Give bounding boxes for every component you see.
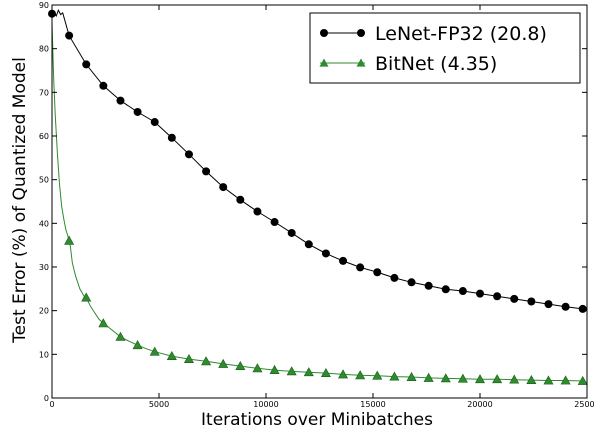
x-tick-label-0: 0 <box>49 400 54 409</box>
series-1-point-0 <box>64 235 75 245</box>
legend-label-1: BitNet (4.35) <box>375 53 497 75</box>
y-tick-label-2: 20 <box>39 307 49 316</box>
series-1-point-30 <box>577 375 588 385</box>
series-1-point-11 <box>252 363 263 373</box>
series-0-point-3 <box>99 81 108 90</box>
series-0-point-22 <box>424 281 433 290</box>
series-1-point-22 <box>440 373 451 383</box>
series-0-point-5 <box>133 107 142 116</box>
series-1-point-9 <box>218 358 229 368</box>
series-0-point-15 <box>304 240 313 249</box>
series-0-point-6 <box>150 118 159 127</box>
series-1-point-26 <box>509 374 520 384</box>
series-1-point-20 <box>406 371 417 381</box>
series-0-point-8 <box>184 150 193 159</box>
series-1-point-3 <box>115 331 126 341</box>
legend-label-0: LeNet-FP32 (20.8) <box>375 23 547 45</box>
y-tick-label-7: 70 <box>39 88 49 97</box>
series-1-point-10 <box>235 361 246 371</box>
series-0-point-4 <box>116 96 125 105</box>
series-1-point-18 <box>372 370 383 380</box>
x-axis-title: Iterations over Minibatches <box>201 410 433 430</box>
series-0-point-11 <box>236 195 245 204</box>
series-1-point-28 <box>543 375 554 385</box>
series-1-point-4 <box>132 340 143 350</box>
series-0-point-10 <box>219 183 228 192</box>
plot-frame <box>51 4 588 399</box>
series-0-point-20 <box>390 273 399 282</box>
y-tick-label-5: 50 <box>39 176 49 185</box>
series-0-point-17 <box>339 256 348 265</box>
series-0-point-23 <box>441 285 450 294</box>
legend-marker-1-1 <box>356 58 366 67</box>
y-axis-title: Test Error (%) of Quantized Model <box>10 57 30 344</box>
y-tick-label-3: 30 <box>39 263 49 272</box>
series-1-point-23 <box>457 373 468 383</box>
series-0-point-25 <box>476 289 484 298</box>
series-1-point-6 <box>166 350 177 360</box>
series-1-point-16 <box>338 369 349 379</box>
series-0-point-12 <box>253 207 262 216</box>
y-tick-label-6: 60 <box>39 132 49 141</box>
series-0-point-13 <box>270 218 279 227</box>
series-line-1 <box>51 22 583 382</box>
series-0-point-24 <box>458 287 467 296</box>
series-1-point-27 <box>526 374 537 384</box>
series-1-point-25 <box>492 374 503 384</box>
series-0-point-30 <box>561 302 570 311</box>
series-1-point-17 <box>355 370 366 380</box>
x-tick-label-2: 10000 <box>253 400 278 409</box>
series-0-point-2 <box>82 60 91 69</box>
series-1-point-29 <box>560 375 571 385</box>
series-1-point-2 <box>98 318 109 328</box>
x-tick-label-4: 20000 <box>467 400 492 409</box>
series-1-point-19 <box>389 371 400 381</box>
plot-area <box>48 4 588 399</box>
series-0-point-1 <box>65 31 74 40</box>
series-0-point-7 <box>167 133 176 142</box>
y-tick-label-9: 90 <box>39 1 49 10</box>
series-0-point-21 <box>407 278 416 287</box>
series-0-point-27 <box>510 294 519 303</box>
series-1-point-14 <box>303 367 314 377</box>
series-1-point-5 <box>149 346 160 356</box>
series-0-point-28 <box>527 297 536 306</box>
series-0-point-9 <box>202 167 211 176</box>
y-tick-label-0: 0 <box>44 394 49 403</box>
legend-box <box>309 12 581 84</box>
series-0-point-29 <box>544 300 553 309</box>
y-tick-label-4: 40 <box>39 219 49 228</box>
series-1-point-12 <box>269 364 280 374</box>
series-1-point-1 <box>81 292 92 302</box>
series-0-point-16 <box>321 249 330 258</box>
series-1-point-24 <box>474 374 486 384</box>
series-1-point-15 <box>320 367 331 378</box>
series-0-point-31 <box>578 304 587 313</box>
series-1-point-7 <box>183 354 194 364</box>
legend-marker-0-1 <box>357 29 365 37</box>
series-0-point-14 <box>287 228 296 237</box>
x-tick-label-1: 5000 <box>149 400 169 409</box>
legend-marker-0-0 <box>320 29 328 37</box>
series-1-point-8 <box>201 356 212 366</box>
series-0-point-19 <box>373 268 382 277</box>
y-tick-label-1: 10 <box>39 350 49 359</box>
series-0-point-18 <box>356 263 365 272</box>
legend-marker-1-0 <box>319 58 329 67</box>
y-tick-label-8: 80 <box>39 45 49 54</box>
series-1-point-13 <box>286 366 297 376</box>
series-0-point-26 <box>493 292 502 301</box>
series-1-point-21 <box>423 372 434 382</box>
legend: LeNet-FP32 (20.8) BitNet (4.35) <box>309 12 581 84</box>
y-axis-ticks: 0 10 20 30 40 50 60 70 80 90 <box>39 1 587 403</box>
x-tick-label-3: 15000 <box>360 400 385 409</box>
